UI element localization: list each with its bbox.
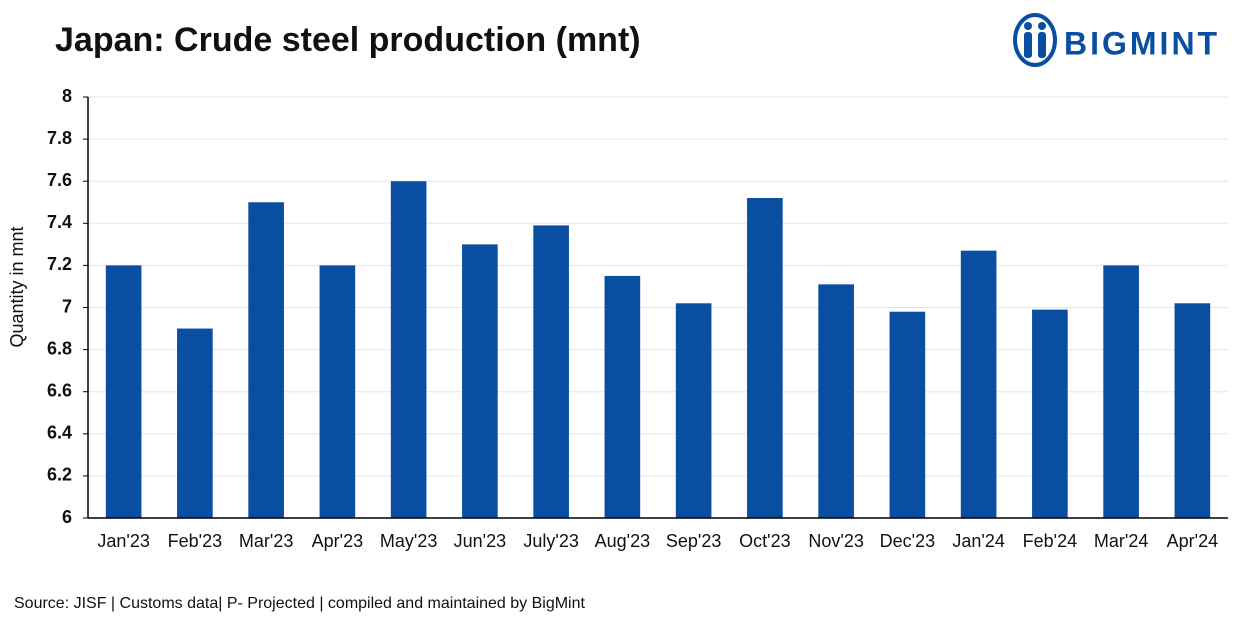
x-tick-label: Jan'24 — [952, 531, 1004, 551]
bar — [960, 250, 997, 519]
bar — [105, 265, 142, 518]
x-tick-label: Apr'23 — [312, 531, 363, 551]
x-tick-label: Dec'23 — [880, 531, 935, 551]
bar — [248, 202, 284, 518]
x-tick-label: July'23 — [523, 531, 578, 551]
y-tick-label: 6.6 — [47, 380, 72, 400]
bar — [1174, 303, 1211, 518]
bar — [675, 303, 712, 518]
bar — [604, 275, 641, 518]
bar — [319, 265, 356, 518]
x-tick-label: Feb'24 — [1023, 531, 1077, 551]
bar — [462, 244, 498, 518]
y-tick-label: 7 — [62, 296, 72, 316]
x-tick-label: Mar'24 — [1094, 531, 1148, 551]
bar — [1032, 309, 1068, 518]
y-tick-label: 8 — [62, 86, 72, 106]
bar — [889, 311, 926, 518]
y-tick-label: 6.4 — [47, 423, 72, 443]
y-tick-label: 7.8 — [47, 128, 72, 148]
x-tick-label: Jan'23 — [97, 531, 149, 551]
y-tick-label: 7.2 — [47, 254, 72, 274]
x-tick-label: Apr'24 — [1167, 531, 1218, 551]
y-tick-label: 6.2 — [47, 465, 72, 485]
logo-text: BIGMINT — [1064, 25, 1220, 61]
chart-title: Japan: Crude steel production (mnt) — [55, 21, 641, 59]
logo-icon — [1013, 13, 1057, 67]
bar — [177, 328, 213, 518]
x-tick-label: Aug'23 — [595, 531, 651, 551]
bar — [747, 198, 783, 519]
y-axis-label: Quantity in mnt — [7, 226, 27, 347]
y-tick-label: 7.4 — [47, 212, 72, 232]
source-note: Source: JISF | Customs data| P- Projecte… — [14, 595, 586, 612]
x-tick-label: Sep'23 — [666, 531, 722, 551]
x-tick-label: Oct'23 — [739, 531, 790, 551]
x-tick-label: Nov'23 — [808, 531, 863, 551]
y-tick-label: 7.6 — [47, 170, 72, 190]
bar — [1103, 265, 1139, 518]
y-tick-label: 6 — [62, 507, 72, 527]
bar — [818, 284, 854, 518]
x-tick-label: Feb'23 — [168, 531, 222, 551]
x-tick-label: Mar'23 — [239, 531, 293, 551]
y-tick-label: 6.8 — [47, 338, 72, 358]
x-tick-label: Jun'23 — [454, 531, 506, 551]
bar — [390, 181, 427, 518]
bar — [533, 225, 569, 518]
x-tick-label: May'23 — [380, 531, 437, 551]
